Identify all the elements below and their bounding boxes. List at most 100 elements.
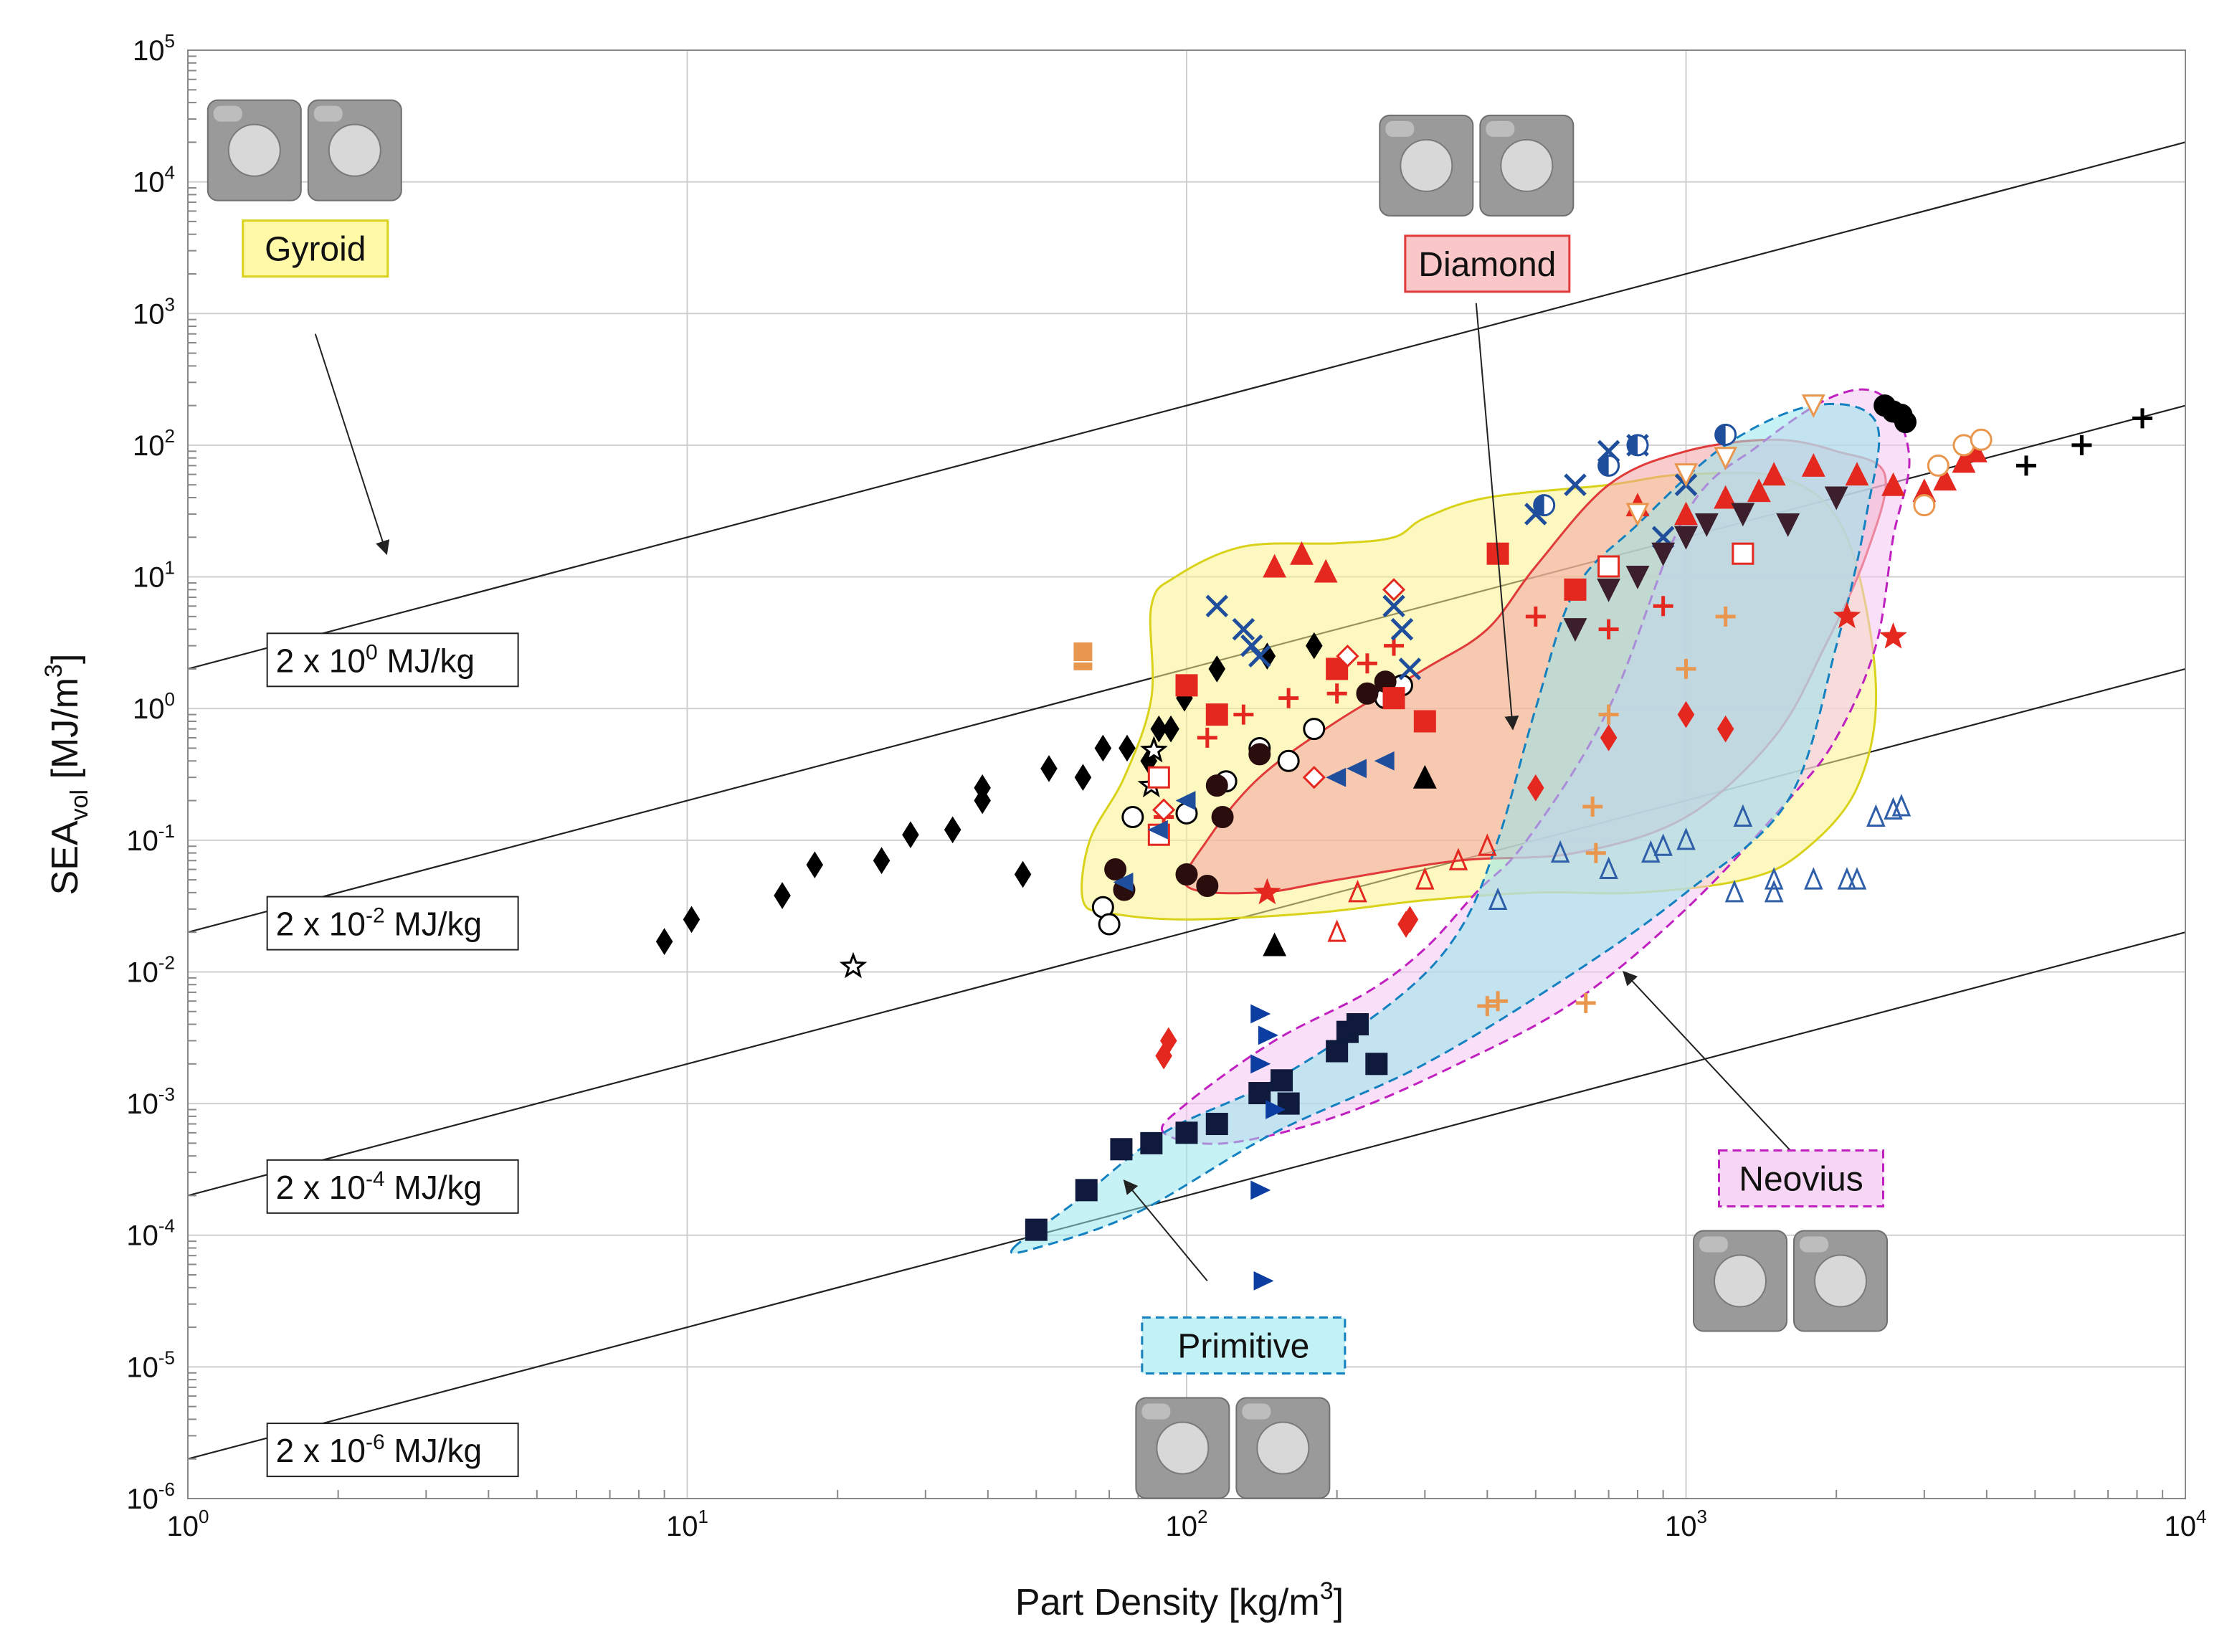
unit-cell-icon-neovius — [1693, 1230, 1788, 1332]
marker-circle — [1248, 743, 1271, 766]
labels-layer: 100 101 102 103 104 105 104 103 102 101 100 10-1 10-… — [40, 30, 2206, 1623]
guide-line — [187, 931, 2186, 1460]
marker-square-open — [1147, 766, 1170, 789]
x-tick-label: 103 — [1665, 1506, 1707, 1542]
marker-triangle-open — [1733, 804, 1753, 827]
marker-half-circle — [1598, 455, 1609, 476]
marker-triangle-down — [1714, 447, 1738, 471]
unit-cell-highlight — [1242, 1403, 1271, 1420]
marker-square-open — [1597, 555, 1620, 578]
marker-diamond — [1208, 655, 1226, 683]
series-plus — [2015, 408, 2152, 476]
marker-half-circle — [1534, 495, 1544, 516]
series-triangle-open — [1488, 794, 1912, 911]
marker-triangle-left — [1147, 820, 1168, 840]
region-label-box-neovius — [1718, 1149, 1885, 1208]
marker-triangle-open — [1847, 867, 1867, 890]
unit-cell-highlight — [1141, 1403, 1171, 1420]
marker-plus — [2015, 455, 2036, 476]
unit-cell-hole — [1256, 1421, 1310, 1475]
marker-plus — [1197, 727, 1217, 748]
marker-triangle-right — [1250, 1180, 1271, 1200]
marker-diamond — [806, 851, 824, 879]
series-diamond-open — [1152, 578, 1406, 822]
marker-cross — [1564, 473, 1587, 496]
guide-label: 2 x 10-4 MJ/kg — [276, 1167, 482, 1206]
guide-label: 2 x 100 MJ/kg — [276, 640, 475, 679]
marker-triangle-up — [1762, 462, 1786, 486]
marker-cross — [1240, 634, 1263, 658]
marker-triangle-left — [1326, 767, 1347, 787]
marker-cross — [1382, 594, 1405, 618]
marker-diamond — [1401, 906, 1419, 934]
x-tick-label: 101 — [666, 1506, 708, 1542]
marker-diamond — [1677, 701, 1695, 728]
marker-triangle-open — [1478, 833, 1497, 856]
marker-triangle-right — [1265, 1100, 1286, 1119]
series-square-lines — [1072, 640, 1094, 672]
marker-square — [1175, 1121, 1198, 1144]
marker-square — [1271, 1069, 1293, 1092]
series-triangle-left — [1113, 751, 1395, 892]
marker-triangle-up — [1314, 559, 1338, 583]
marker-triangle-down — [1776, 513, 1800, 537]
series-triangle-down — [1563, 486, 1848, 642]
marker-triangle-open — [1653, 833, 1673, 856]
y-tick-label: 10-6 — [126, 1478, 175, 1515]
marker-triangle-open — [1724, 880, 1744, 903]
unit-cell-highlight — [213, 105, 242, 122]
y-axis-title: SEAvol [MJ/m3] — [40, 654, 93, 896]
marker-circle — [1104, 858, 1127, 881]
marker-circle — [1205, 774, 1228, 797]
marker-star — [1833, 602, 1861, 629]
marker-triangle-left — [1175, 791, 1196, 810]
y-tick-label: 10-4 — [126, 1215, 175, 1252]
marker-triangle-open — [1488, 887, 1508, 911]
y-tick-label: 102 — [133, 425, 175, 462]
marker-triangle-down — [1801, 394, 1825, 418]
x-tick-label: 102 — [1166, 1506, 1208, 1542]
marker-star — [839, 951, 868, 979]
marker-triangle-open — [1764, 867, 1784, 890]
x-tick-label: 100 — [167, 1506, 209, 1542]
marker-plus — [1676, 658, 1696, 679]
marker-triangle-down — [1674, 526, 1698, 550]
unit-cell-hole — [227, 123, 281, 177]
marker-diamond — [1160, 1027, 1177, 1055]
marker-triangle-left — [1113, 872, 1134, 892]
unit-cell-highlight — [1486, 120, 1515, 137]
series-diamond — [1155, 701, 1734, 1070]
data-points-layer — [655, 394, 2152, 1291]
region-arrow-diamond — [1475, 303, 1519, 731]
marker-diamond — [902, 821, 919, 849]
marker-triangle-right — [1250, 1004, 1271, 1024]
marker-star — [1253, 878, 1281, 905]
marker-square — [1365, 1053, 1388, 1076]
marker-circle — [1196, 875, 1219, 898]
marker-diamond — [974, 774, 991, 802]
series-square — [1025, 1013, 1388, 1241]
marker-circle — [1303, 718, 1326, 741]
marker-plus — [1357, 653, 1377, 674]
marker-square — [1205, 703, 1228, 726]
y-tick-label: 100 — [133, 688, 175, 725]
region-arrow-gyroid — [314, 333, 390, 556]
marker-triangle-down — [1625, 566, 1650, 589]
series-triangle-up — [1263, 438, 1988, 583]
x-tick-label: 104 — [2165, 1506, 2207, 1542]
guide-label-box — [266, 632, 519, 688]
series-triangle-up — [1263, 764, 1437, 956]
marker-diamond — [1306, 632, 1323, 660]
marker-diamond-open — [1382, 578, 1406, 602]
marker-triangle-up — [1674, 501, 1698, 526]
marker-diamond — [655, 928, 673, 955]
unit-cell-highlight — [313, 105, 343, 122]
unit-cell-icon-diamond — [1479, 114, 1575, 217]
unit-cell-icon-gyroid — [307, 99, 402, 201]
marker-diamond — [873, 847, 891, 875]
guide-label-box — [266, 1423, 519, 1478]
region-label-box-diamond — [1404, 234, 1571, 293]
unit-cell-hole — [1156, 1421, 1210, 1475]
marker-square — [1248, 1082, 1271, 1105]
